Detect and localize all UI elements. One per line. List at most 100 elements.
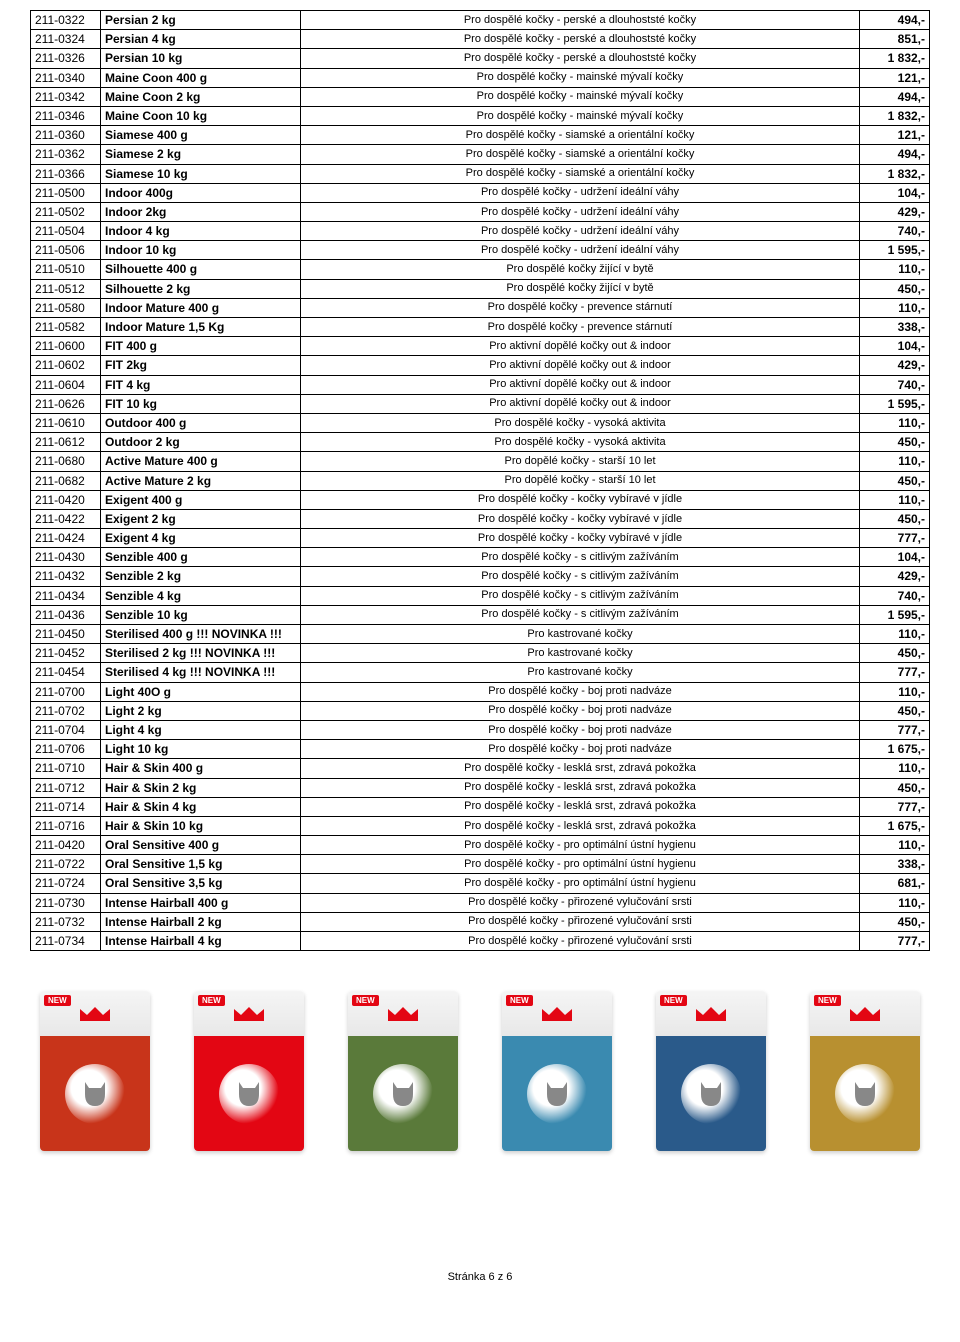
bag-bottom [40, 1036, 150, 1151]
cell-name: Oral Sensitive 400 g [101, 836, 301, 855]
table-row: 211-0424Exigent 4 kgPro dospělé kočky - … [31, 529, 930, 548]
table-row: 211-0612Outdoor 2 kgPro dospělé kočky - … [31, 433, 930, 452]
cell-code: 211-0326 [31, 49, 101, 68]
table-row: 211-0722Oral Sensitive 1,5 kgPro dospělé… [31, 855, 930, 874]
cell-price: 450,- [860, 279, 930, 298]
cell-code: 211-0702 [31, 701, 101, 720]
cell-code: 211-0604 [31, 375, 101, 394]
table-row: 211-0716Hair & Skin 10 kgPro dospělé koč… [31, 816, 930, 835]
cell-desc: Pro dospělé kočky - siamské a orientální… [301, 145, 860, 164]
cell-desc: Pro dospělé kočky - lesklá srst, zdravá … [301, 797, 860, 816]
cat-image [835, 1064, 895, 1124]
cell-name: Indoor Mature 1,5 Kg [101, 318, 301, 337]
cell-desc: Pro dopělé kočky - starší 10 let [301, 471, 860, 490]
cell-desc: Pro dospělé kočky - s citlivým zažíváním [301, 567, 860, 586]
cell-price: 110,- [860, 682, 930, 701]
bag-top: NEW [502, 991, 612, 1036]
cat-image [527, 1064, 587, 1124]
cell-price: 494,- [860, 87, 930, 106]
cell-name: Hair & Skin 10 kg [101, 816, 301, 835]
cell-price: 110,- [860, 413, 930, 432]
cell-price: 121,- [860, 126, 930, 145]
cell-desc: Pro dospělé kočky - kočky vybíravé v jíd… [301, 490, 860, 509]
table-row: 211-0604FIT 4 kgPro aktivní dopělé kočky… [31, 375, 930, 394]
cell-name: Sterilised 2 kg !!! NOVINKA !!! [101, 644, 301, 663]
table-row: 211-0362Siamese 2 kgPro dospělé kočky - … [31, 145, 930, 164]
cell-price: 777,- [860, 720, 930, 739]
table-row: 211-0704Light 4 kgPro dospělé kočky - bo… [31, 720, 930, 739]
cell-code: 211-0610 [31, 413, 101, 432]
table-row: 211-0434Senzible 4 kgPro dospělé kočky -… [31, 586, 930, 605]
cell-desc: Pro dospělé kočky - vysoká aktivita [301, 433, 860, 452]
cell-desc: Pro dospělé kočky - s citlivým zažíváním [301, 548, 860, 567]
cell-code: 211-0452 [31, 644, 101, 663]
cell-desc: Pro dospělé kočky - přirozené vylučování… [301, 893, 860, 912]
cell-code: 211-0700 [31, 682, 101, 701]
table-row: 211-0430Senzible 400 gPro dospělé kočky … [31, 548, 930, 567]
cell-price: 681,- [860, 874, 930, 893]
cell-name: Senzible 2 kg [101, 567, 301, 586]
cell-price: 851,- [860, 30, 930, 49]
cell-price: 121,- [860, 68, 930, 87]
cell-code: 211-0420 [31, 836, 101, 855]
cell-desc: Pro dospělé kočky - udržení ideální váhy [301, 202, 860, 221]
cell-code: 211-0422 [31, 509, 101, 528]
product-bag: NEW [40, 991, 150, 1151]
cell-code: 211-0450 [31, 625, 101, 644]
cell-desc: Pro aktivní dopělé kočky out & indoor [301, 394, 860, 413]
cell-code: 211-0732 [31, 912, 101, 931]
new-badge: NEW [814, 995, 841, 1006]
cell-price: 450,- [860, 701, 930, 720]
cell-price: 777,- [860, 797, 930, 816]
cell-price: 110,- [860, 452, 930, 471]
cell-code: 211-0582 [31, 318, 101, 337]
cell-code: 211-0506 [31, 241, 101, 260]
cell-price: 1 832,- [860, 106, 930, 125]
cell-name: FIT 10 kg [101, 394, 301, 413]
cell-price: 450,- [860, 778, 930, 797]
cell-code: 211-0500 [31, 183, 101, 202]
cell-desc: Pro dospělé kočky - lesklá srst, zdravá … [301, 778, 860, 797]
cell-name: Maine Coon 2 kg [101, 87, 301, 106]
cell-code: 211-0362 [31, 145, 101, 164]
cell-name: Intense Hairball 4 kg [101, 932, 301, 951]
cell-price: 338,- [860, 318, 930, 337]
cell-desc: Pro dospělé kočky - udržení ideální váhy [301, 222, 860, 241]
cell-price: 450,- [860, 644, 930, 663]
cell-name: Light 10 kg [101, 740, 301, 759]
cell-code: 211-0324 [31, 30, 101, 49]
cell-price: 110,- [860, 298, 930, 317]
cell-price: 1 595,- [860, 394, 930, 413]
cell-price: 1 832,- [860, 164, 930, 183]
cell-desc: Pro aktivní dopělé kočky out & indoor [301, 337, 860, 356]
cell-price: 777,- [860, 529, 930, 548]
product-bag: NEW [194, 991, 304, 1151]
cell-desc: Pro dospělé kočky - přirozené vylučování… [301, 912, 860, 931]
bag-bottom [810, 1036, 920, 1151]
bag-top: NEW [348, 991, 458, 1036]
table-row: 211-0432Senzible 2 kgPro dospělé kočky -… [31, 567, 930, 586]
table-row: 211-0326Persian 10 kgPro dospělé kočky -… [31, 49, 930, 68]
cell-price: 104,- [860, 337, 930, 356]
table-row: 211-0626FIT 10 kgPro aktivní dopělé kočk… [31, 394, 930, 413]
cell-desc: Pro dospělé kočky - boj proti nadváze [301, 740, 860, 759]
cell-name: Senzible 10 kg [101, 605, 301, 624]
cell-desc: Pro dospělé kočky - kočky vybíravé v jíd… [301, 509, 860, 528]
table-row: 211-0732Intense Hairball 2 kgPro dospělé… [31, 912, 930, 931]
cell-code: 211-0342 [31, 87, 101, 106]
product-images-row: NEWNEWNEWNEWNEWNEW [30, 991, 930, 1151]
table-row: 211-0346Maine Coon 10 kgPro dospělé kočk… [31, 106, 930, 125]
table-row: 211-0340Maine Coon 400 gPro dospělé kočk… [31, 68, 930, 87]
table-row: 211-0734Intense Hairball 4 kgPro dospělé… [31, 932, 930, 951]
cell-price: 450,- [860, 433, 930, 452]
table-row: 211-0360Siamese 400 gPro dospělé kočky -… [31, 126, 930, 145]
cell-name: Oral Sensitive 3,5 kg [101, 874, 301, 893]
cell-name: Sterilised 4 kg !!! NOVINKA !!! [101, 663, 301, 682]
cell-name: Oral Sensitive 1,5 kg [101, 855, 301, 874]
cell-code: 211-0602 [31, 356, 101, 375]
cell-code: 211-0706 [31, 740, 101, 759]
cell-name: Siamese 10 kg [101, 164, 301, 183]
cell-price: 110,- [860, 260, 930, 279]
cell-code: 211-0424 [31, 529, 101, 548]
cell-name: Hair & Skin 2 kg [101, 778, 301, 797]
